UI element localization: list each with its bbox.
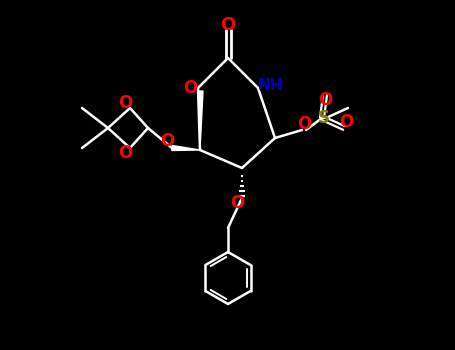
Text: O: O: [118, 94, 132, 112]
Text: O: O: [339, 113, 353, 131]
Text: O: O: [220, 16, 236, 34]
Text: O: O: [160, 132, 174, 150]
Polygon shape: [172, 146, 200, 150]
Text: O: O: [297, 115, 311, 133]
Text: O: O: [230, 194, 244, 212]
Text: S: S: [318, 109, 330, 127]
Polygon shape: [199, 91, 203, 150]
Text: O: O: [318, 91, 332, 109]
Text: O: O: [118, 144, 132, 162]
Text: O: O: [183, 79, 197, 97]
Text: NH: NH: [257, 78, 283, 93]
